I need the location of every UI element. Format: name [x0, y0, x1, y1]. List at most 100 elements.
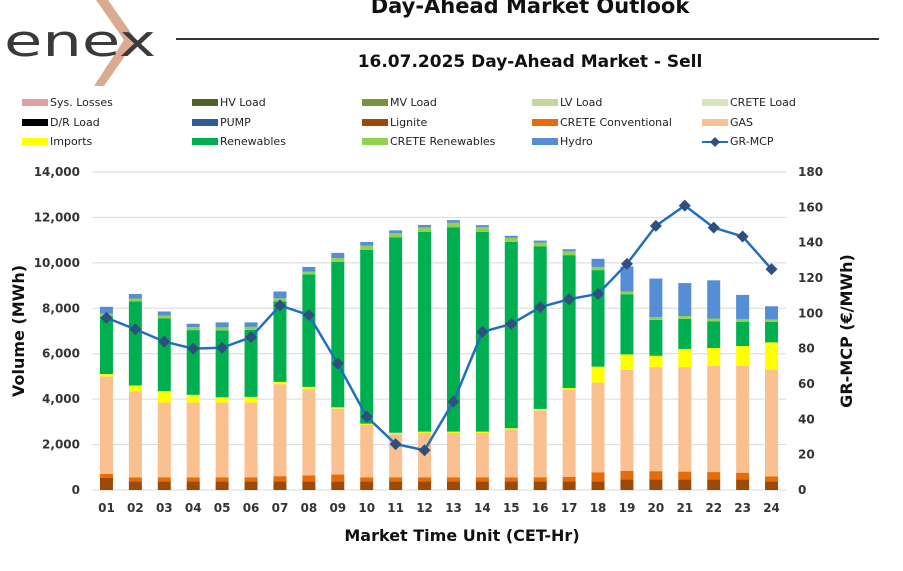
mcp-point-24 [765, 263, 778, 276]
x-tick-label: 13 [445, 501, 462, 515]
legend-swatch [532, 119, 558, 126]
legend-label: Lignite [390, 116, 428, 129]
bar-segment-lignite [273, 481, 287, 490]
legend-label: MV Load [390, 96, 437, 109]
mcp-point-18 [592, 287, 605, 300]
bar-segment-crete-conventional [649, 471, 663, 480]
bar-segment-crete-conventional [128, 477, 142, 482]
x-tick-label: 06 [243, 501, 260, 515]
legend-item-sys-losses: Sys. Losses [22, 96, 113, 109]
bar-stack-01 [99, 306, 113, 490]
bar-stack-20 [649, 278, 663, 490]
bar-stack-06 [244, 322, 258, 490]
bar-segment-hydro [736, 294, 750, 319]
x-tick-label: 09 [329, 501, 346, 515]
bar-segment-crete-conventional [736, 472, 750, 480]
bar-segment-crete-renewables [591, 266, 605, 271]
bar-segment-crete-renewables [736, 318, 750, 322]
y2-tick-label: 180 [798, 165, 823, 179]
bar-segment-gas [389, 434, 403, 478]
bar-segment-lignite [99, 477, 113, 490]
y2-tick-label: 20 [798, 448, 815, 462]
x-tick-label: 08 [301, 501, 318, 515]
bar-segment-imports [765, 342, 779, 370]
bar-segment-hydro [186, 323, 200, 328]
bar-stack-07 [273, 291, 287, 490]
bar-stack-03 [157, 311, 171, 490]
bar-segment-crete-renewables [128, 298, 142, 302]
y2-tick-label: 0 [798, 483, 806, 497]
bar-segment-crete-renewables [157, 315, 171, 319]
bar-segment-imports [707, 348, 721, 366]
bar-segment-crete-conventional [99, 473, 113, 478]
bar-segment-crete-conventional [418, 477, 432, 482]
bar-segment-crete-conventional [562, 476, 576, 482]
bar-segment-lignite [244, 481, 258, 490]
mcp-point-23 [736, 230, 749, 243]
bar-segment-crete-renewables [360, 245, 374, 250]
bar-stack-10 [360, 241, 374, 490]
bar-segment-hydro [302, 266, 316, 272]
legend-label: D/R Load [50, 116, 100, 129]
bar-segment-lignite [302, 481, 316, 490]
legend-label: CRETE Renewables [390, 135, 496, 148]
bar-segment-crete-renewables [389, 233, 403, 238]
x-tick-label: 18 [590, 501, 607, 515]
bar-segment-renewables [157, 318, 171, 392]
bar-stack-12 [418, 224, 432, 490]
bar-segment-crete-conventional [446, 477, 460, 482]
bar-segment-hydro [331, 252, 345, 259]
y2-tick-label: 100 [798, 306, 823, 320]
legend-label: CRETE Conventional [560, 116, 672, 129]
bar-segment-hydro [562, 249, 576, 252]
bar-segment-crete-renewables [533, 242, 547, 247]
x-tick-label: 19 [619, 501, 636, 515]
mcp-point-08 [302, 309, 315, 322]
bar-segment-imports [418, 431, 432, 433]
right-axis-ticks: 0 20 40 60 80 100 120 140 160 180 [798, 165, 823, 497]
bar-segment-imports [128, 385, 142, 392]
bar-segment-renewables [765, 321, 779, 343]
bar-segment-imports [157, 391, 171, 403]
x-tick-label: 15 [503, 501, 520, 515]
bar-segment-renewables [244, 329, 258, 397]
legend-label: Sys. Losses [50, 96, 113, 109]
mcp-point-17 [563, 293, 576, 306]
y-axis-title: Volume (MWh) [9, 265, 28, 397]
bar-segment-hydro [765, 306, 779, 320]
bar-segment-lignite [331, 481, 345, 490]
bar-segment-renewables [504, 241, 518, 429]
bar-segment-gas [360, 425, 374, 478]
bar-segment-gas [128, 391, 142, 478]
bar-segment-gas [475, 432, 489, 478]
y2-tick-label: 80 [798, 342, 815, 356]
bar-segment-renewables [302, 274, 316, 387]
bar-segment-imports [99, 374, 113, 377]
mcp-point-20 [649, 219, 662, 232]
bar-segment-crete-renewables [302, 271, 316, 275]
y-tick-label: 6,000 [42, 347, 80, 361]
bar-segment-imports [186, 394, 200, 403]
bar-stack-09 [331, 252, 345, 490]
bar-segment-renewables [331, 261, 345, 408]
bar-segment-renewables [707, 321, 721, 349]
bar-segment-renewables [186, 330, 200, 395]
y-tick-label: 14,000 [34, 165, 80, 179]
legend-swatch [362, 138, 388, 145]
y-tick-label: 12,000 [34, 210, 80, 224]
bar-segment-crete-renewables [765, 319, 779, 322]
bar-segment-crete-renewables [649, 317, 663, 320]
bar-segment-gas [765, 369, 779, 477]
legend-item-lv-load: LV Load [532, 96, 602, 109]
x-tick-label: 23 [734, 501, 751, 515]
mcp-point-01 [100, 311, 113, 324]
x-tick-label: 01 [98, 501, 115, 515]
bar-segment-lignite [620, 479, 634, 490]
mcp-point-21 [678, 199, 691, 212]
bar-stack-04 [186, 323, 200, 490]
bar-segment-crete-conventional [591, 472, 605, 482]
bar-stack-02 [128, 293, 142, 490]
bar-segment-crete-renewables [504, 237, 518, 242]
bar-segment-imports [620, 354, 634, 370]
bar-segment-gas [99, 376, 113, 474]
